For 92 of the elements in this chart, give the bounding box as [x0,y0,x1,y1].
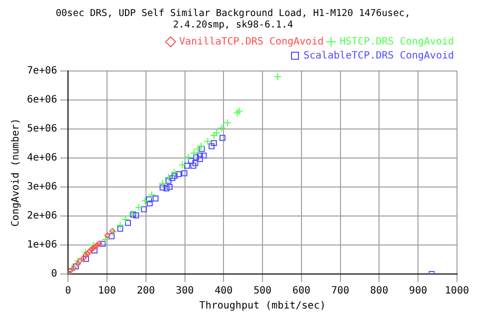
point [178,160,186,169]
point [166,184,173,190]
y-tick-label: 4e+06 [26,152,58,164]
point [233,108,242,117]
point [148,191,156,200]
x-tick-label: 300 [176,286,194,297]
legend-label: HSTCP.DRS CongAvoid [340,36,454,48]
point [210,140,217,146]
point [196,156,203,162]
point [152,196,159,202]
point [84,250,91,257]
point [76,258,83,264]
y-tick-label: 0 [51,268,58,280]
x-tick-label: 400 [214,286,233,297]
x-tick-label: 0 [65,286,72,297]
point [116,221,124,230]
chart-title: 00sec DRS, UDP Self Similar Background Load, H1-M120 1476usec, 2.4.20smp, sk98-6.1.4 [56,8,410,31]
point [164,185,170,192]
point [146,196,152,202]
point [121,215,130,224]
x-tick-label: 700 [331,286,350,297]
x-tick-label: 100 [98,286,116,297]
point [235,107,244,116]
point [198,146,205,152]
point [210,132,218,140]
x-tick-label: 600 [292,286,310,297]
legend-label: VanillaTCP.DRS CongAvoid [179,36,324,48]
point [170,168,178,176]
point [190,148,198,157]
point [141,196,150,205]
point [86,248,92,254]
point [82,252,89,258]
point [169,175,176,182]
point [193,154,200,160]
point [125,220,131,226]
point [90,244,96,251]
point [192,160,198,166]
point [158,179,167,188]
y-tick-label: 7e+06 [26,65,58,76]
point [108,233,115,240]
point [160,184,166,190]
point [96,240,102,247]
point [83,256,89,262]
point [184,162,190,169]
point [74,260,81,267]
point [200,152,207,159]
point [164,173,172,182]
point [181,170,188,176]
point [220,134,226,141]
point [194,144,202,153]
point [74,256,82,265]
point [196,152,203,159]
point [101,235,110,244]
point [172,172,178,179]
point [184,153,192,162]
point [104,232,110,238]
point [146,200,153,206]
point [133,212,140,218]
y-tick-label: 5e+06 [26,123,58,134]
x-tick-label: 200 [136,286,155,297]
point [197,142,206,150]
point [88,246,94,252]
x-tick-label: 900 [409,286,428,297]
point [208,143,215,150]
y-tick-label: 6e+06 [26,94,58,106]
x-axis-title: Throughput (mbit/sec) [199,300,326,312]
point [117,226,124,232]
point [140,206,147,212]
point [92,243,98,250]
point [80,255,87,262]
point [188,158,194,164]
y-tick-label: 3e+06 [26,182,58,193]
point [100,240,106,247]
x-tick-label: 1000 [444,286,470,297]
point [68,264,76,272]
x-tick-label: 500 [254,286,272,297]
point [165,178,172,184]
y-tick-label: 2e+06 [26,210,58,222]
x-tick-label: 800 [370,286,388,297]
y-tick-label: 1e+06 [26,240,58,251]
point [92,248,98,254]
legend-label: ScalableTCP.DRS CongAvoid [303,50,454,62]
point [224,118,232,127]
y-axis-title: CongAvoid (number) [10,118,22,227]
point [204,137,212,146]
point [94,242,100,248]
point [134,204,143,212]
point [176,171,182,178]
point [218,124,226,132]
point [212,128,221,137]
point [190,162,196,169]
point [274,72,282,81]
